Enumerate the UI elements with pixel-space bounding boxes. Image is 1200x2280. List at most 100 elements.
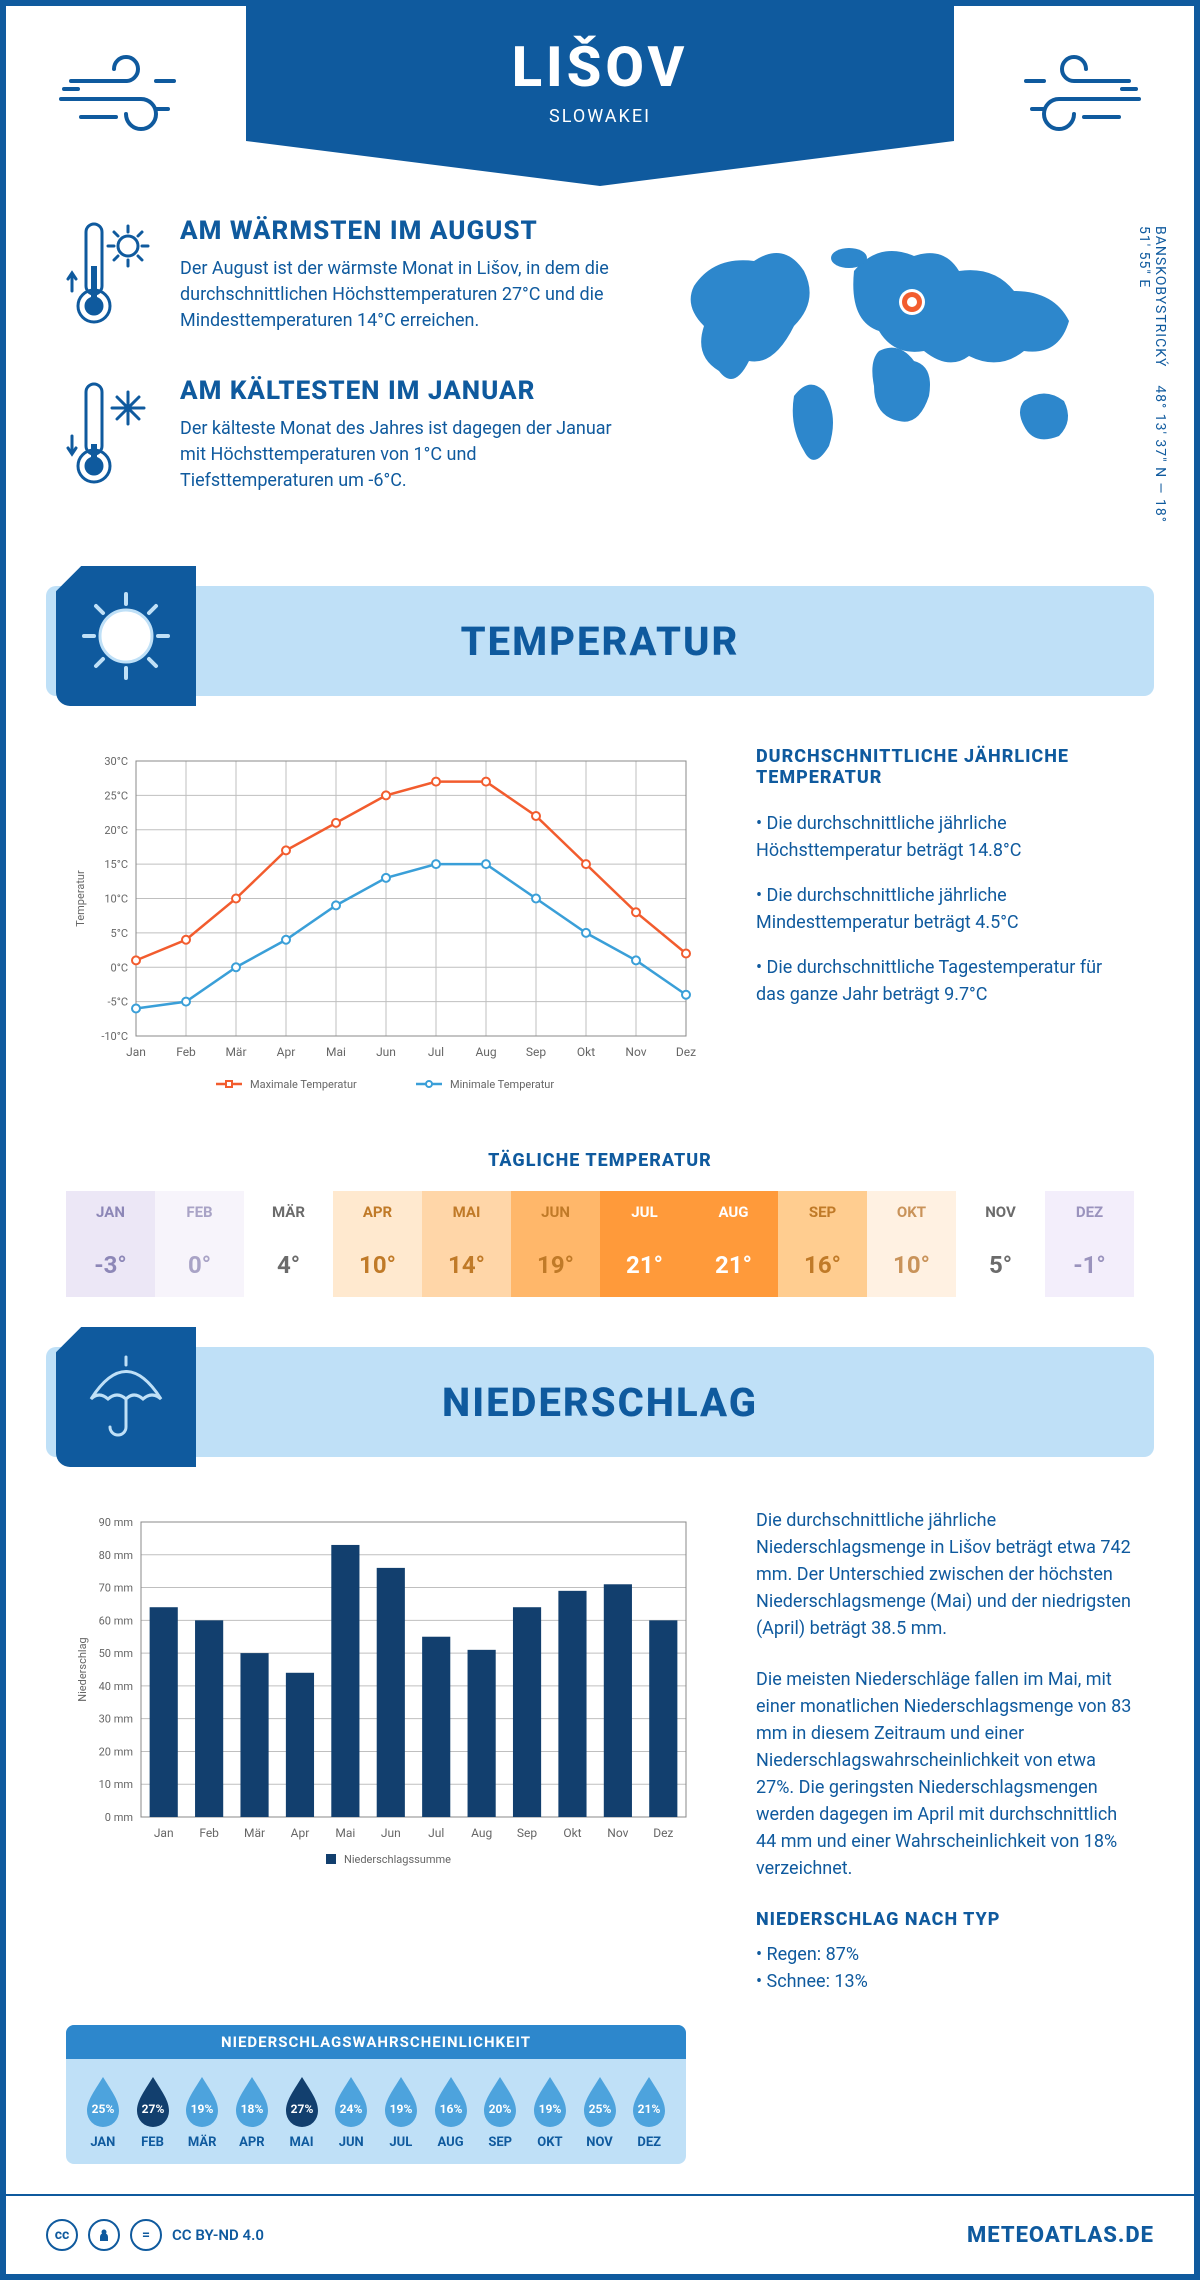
daily-cell: AUG21° xyxy=(689,1191,778,1297)
warmest-text: Der August ist der wärmste Monat in Lišo… xyxy=(180,256,614,334)
svg-text:Mär: Mär xyxy=(225,1045,246,1059)
svg-text:Mai: Mai xyxy=(326,1045,346,1059)
svg-text:20%: 20% xyxy=(489,2102,512,2116)
coordinates: BANSKOBYSTRICKÝ 48° 13' 37" N — 18° 51' … xyxy=(1136,226,1168,536)
daily-cell: SEP16° xyxy=(778,1191,867,1297)
svg-text:30°C: 30°C xyxy=(104,755,128,768)
precip-probability-box: NIEDERSCHLAGSWAHRSCHEINLICHKEIT 25%JAN27… xyxy=(66,2025,686,2164)
svg-text:25°C: 25°C xyxy=(104,789,128,802)
svg-text:60 mm: 60 mm xyxy=(99,1614,133,1627)
prob-cell: 24%JUN xyxy=(326,2073,376,2150)
svg-text:19%: 19% xyxy=(539,2102,562,2116)
svg-text:Sep: Sep xyxy=(526,1045,546,1059)
svg-text:Jun: Jun xyxy=(376,1045,396,1059)
temperature-summary: DURCHSCHNITTLICHE JÄHRLICHE TEMPERATUR •… xyxy=(756,746,1134,1110)
brand: METEOATLAS.DE xyxy=(967,2223,1154,2248)
precip-type-heading: NIEDERSCHLAG NACH TYP xyxy=(756,1906,1134,1933)
svg-text:21%: 21% xyxy=(638,2102,661,2116)
prob-cell: 20%SEP xyxy=(475,2073,525,2150)
daily-temp-grid: JAN-3°FEB0°MÄR4°APR10°MAI14°JUN19°JUL21°… xyxy=(66,1191,1134,1297)
daily-cell: JUL21° xyxy=(600,1191,689,1297)
sun-icon xyxy=(56,566,196,706)
svg-text:Feb: Feb xyxy=(176,1045,196,1059)
svg-text:70 mm: 70 mm xyxy=(99,1582,133,1595)
prob-cell: 19%MÄR xyxy=(177,2073,227,2150)
intro-text: AM WÄRMSTEN IM AUGUST Der August ist der… xyxy=(66,216,614,536)
temp-summary-heading: DURCHSCHNITTLICHE JÄHRLICHE TEMPERATUR xyxy=(756,746,1134,788)
umbrella-icon xyxy=(56,1327,196,1467)
temp-summary-p1: • Die durchschnittliche jährliche Höchst… xyxy=(756,810,1134,864)
svg-text:Maximale Temperatur: Maximale Temperatur xyxy=(250,1078,357,1091)
temperature-section: -10°C-5°C0°C5°C10°C15°C20°C25°C30°CJanFe… xyxy=(6,696,1194,1130)
svg-text:10°C: 10°C xyxy=(104,893,128,906)
daily-cell: MAI14° xyxy=(422,1191,511,1297)
svg-text:25%: 25% xyxy=(588,2102,611,2116)
svg-text:Feb: Feb xyxy=(199,1826,219,1840)
svg-text:Aug: Aug xyxy=(471,1826,492,1840)
city-name: LIŠOV xyxy=(246,34,954,100)
svg-text:Jan: Jan xyxy=(154,1826,174,1840)
daily-cell: JUN19° xyxy=(511,1191,600,1297)
warmest-title: AM WÄRMSTEN IM AUGUST xyxy=(180,216,614,246)
page: LIŠOV SLOWAKEI xyxy=(0,0,1200,2280)
svg-text:0 mm: 0 mm xyxy=(105,1811,133,1824)
precipitation-chart: 0 mm10 mm20 mm30 mm40 mm50 mm60 mm70 mm8… xyxy=(66,1507,706,1995)
svg-text:5°C: 5°C xyxy=(111,927,128,940)
coldest-block: AM KÄLTESTEN IM JANUAR Der kälteste Mona… xyxy=(66,376,614,500)
prob-cell: 27%FEB xyxy=(128,2073,178,2150)
svg-text:Jul: Jul xyxy=(428,1045,444,1059)
prob-title: NIEDERSCHLAGSWAHRSCHEINLICHKEIT xyxy=(66,2025,686,2059)
prob-cell: 19%JUL xyxy=(376,2073,426,2150)
prob-cell: 25%JAN xyxy=(78,2073,128,2150)
temperature-chart: -10°C-5°C0°C5°C10°C15°C20°C25°C30°CJanFe… xyxy=(66,746,706,1110)
svg-text:20 mm: 20 mm xyxy=(99,1745,133,1758)
coldest-text: Der kälteste Monat des Jahres ist dagege… xyxy=(180,416,614,494)
svg-text:Nov: Nov xyxy=(625,1045,646,1059)
temp-summary-p2: • Die durchschnittliche jährliche Mindes… xyxy=(756,882,1134,936)
cc-icon: cc xyxy=(46,2219,78,2251)
svg-text:Jan: Jan xyxy=(126,1045,146,1059)
svg-text:30 mm: 30 mm xyxy=(99,1713,133,1726)
svg-text:Jul: Jul xyxy=(428,1826,444,1840)
svg-text:10 mm: 10 mm xyxy=(99,1778,133,1791)
svg-text:0°C: 0°C xyxy=(111,961,128,974)
daily-cell: APR10° xyxy=(333,1191,422,1297)
temperature-banner: TEMPERATUR xyxy=(46,586,1154,696)
daily-cell: NOV5° xyxy=(956,1191,1045,1297)
svg-text:50 mm: 50 mm xyxy=(99,1647,133,1660)
svg-text:Niederschlag: Niederschlag xyxy=(76,1637,89,1701)
country-name: SLOWAKEI xyxy=(246,106,954,127)
precipitation-summary: Die durchschnittliche jährliche Niedersc… xyxy=(756,1507,1134,1995)
wind-icon-left xyxy=(6,6,246,186)
precip-p1: Die durchschnittliche jährliche Niedersc… xyxy=(756,1507,1134,1642)
precip-p2: Die meisten Niederschläge fallen im Mai,… xyxy=(756,1666,1134,1882)
prob-cell: 21%DEZ xyxy=(624,2073,674,2150)
by-icon xyxy=(88,2219,120,2251)
svg-text:19%: 19% xyxy=(390,2102,413,2116)
svg-text:Temperatur: Temperatur xyxy=(74,870,87,927)
svg-text:-10°C: -10°C xyxy=(101,1030,128,1043)
thermometer-cold-icon xyxy=(66,376,156,500)
svg-text:16%: 16% xyxy=(439,2102,462,2116)
svg-text:Sep: Sep xyxy=(517,1826,537,1840)
prob-row: 25%JAN27%FEB19%MÄR18%APR27%MAI24%JUN19%J… xyxy=(66,2059,686,2150)
svg-text:Dez: Dez xyxy=(653,1826,673,1840)
coldest-title: AM KÄLTESTEN IM JANUAR xyxy=(180,376,614,406)
prob-cell: 25%NOV xyxy=(575,2073,625,2150)
svg-text:90 mm: 90 mm xyxy=(99,1516,133,1529)
svg-text:27%: 27% xyxy=(290,2102,313,2116)
prob-cell: 18%APR xyxy=(227,2073,277,2150)
precipitation-section: 0 mm10 mm20 mm30 mm40 mm50 mm60 mm70 mm8… xyxy=(6,1457,1194,2005)
svg-text:18%: 18% xyxy=(241,2102,264,2116)
svg-text:Apr: Apr xyxy=(277,1045,296,1059)
precipitation-heading: NIEDERSCHLAG xyxy=(46,1379,1154,1426)
svg-text:-5°C: -5°C xyxy=(108,996,129,1009)
world-map: BANSKOBYSTRICKÝ 48° 13' 37" N — 18° 51' … xyxy=(654,216,1134,536)
prob-cell: 27%MAI xyxy=(277,2073,327,2150)
daily-temp-title: TÄGLICHE TEMPERATUR xyxy=(6,1150,1194,1171)
svg-text:15°C: 15°C xyxy=(104,858,128,871)
svg-text:Nov: Nov xyxy=(607,1826,628,1840)
temp-summary-p3: • Die durchschnittliche Tagestemperatur … xyxy=(756,954,1134,1008)
wind-icon-right xyxy=(954,6,1194,186)
title-banner: LIŠOV SLOWAKEI xyxy=(246,6,954,186)
